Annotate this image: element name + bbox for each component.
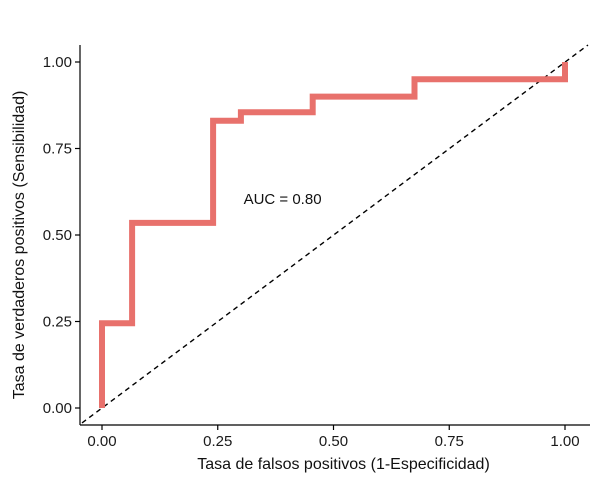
x-tick-label: 0.75 <box>435 433 464 450</box>
y-axis-title: Tasa de verdaderos positivos (Sensibilid… <box>11 91 28 400</box>
y-tick-label: 0.50 <box>43 227 72 244</box>
y-tick-label: 0.75 <box>43 141 72 158</box>
auc-annotation: AUC = 0.80 <box>244 191 322 208</box>
y-tick-label: 0.00 <box>43 400 72 417</box>
x-tick-label: 0.00 <box>87 433 116 450</box>
x-axis-title: Tasa de falsos positivos (1-Especificida… <box>197 456 490 473</box>
ticks: 0.00 0.25 0.50 0.75 1.00 0.00 0.25 0.50 0.75 1.00 <box>43 54 580 450</box>
x-tick-label: 0.50 <box>319 433 348 450</box>
x-tick-label: 0.25 <box>203 433 232 450</box>
roc-curve-series-line <box>99 62 568 408</box>
y-tick-label: 0.25 <box>43 314 72 331</box>
y-tick-label: 1.00 <box>43 54 72 71</box>
reference-diagonal-line <box>81 44 589 424</box>
x-tick-label: 1.00 <box>550 433 579 450</box>
